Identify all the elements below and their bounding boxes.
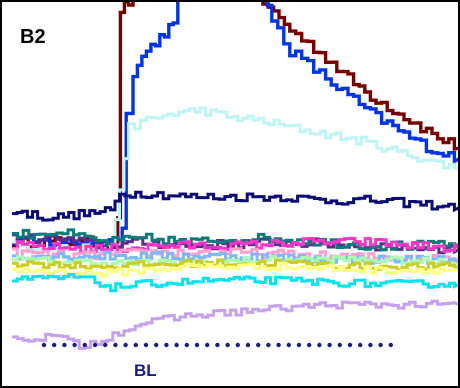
baseline-dot [103,342,108,348]
baseline-dot [388,342,393,348]
series-line-12 [12,261,458,278]
baseline-dot [205,342,210,348]
baseline-dot [215,342,220,348]
baseline-dot [378,342,383,348]
baseline-dot [276,342,281,348]
baseline-dot [307,342,312,348]
baseline-dot [133,342,138,348]
baseline-dot [41,342,47,348]
baseline-dot [52,342,57,348]
baseline-dot [123,342,128,348]
baseline-dot [347,342,353,348]
series-line-11 [12,258,458,272]
baseline-dot [317,342,322,348]
baseline-dot [358,342,363,348]
baseline-dot [225,342,230,348]
baseline-dot [92,342,98,348]
series-line-7 [12,236,458,254]
baseline-dot [113,342,118,348]
baseline-dot [327,342,332,348]
baseline-dot [266,342,271,348]
baseline-dot [337,342,342,348]
baseline-dot [296,342,302,348]
baseline-dot [62,342,67,348]
panel-label: B2 [20,26,46,48]
series-layer [12,2,458,350]
baseline-dot [368,342,373,348]
baseline-label: BL [134,361,157,380]
baseline-dot [245,342,251,348]
baseline-dot [82,342,88,348]
baseline-dot [184,342,189,348]
series-line-10 [12,255,458,269]
baseline-dot [194,342,200,348]
series-line-14 [12,299,458,350]
baseline-dot [235,342,240,348]
series-line-4 [12,190,458,222]
baseline-dot [286,342,291,348]
baseline-dots [41,342,393,348]
baseline-dot [143,342,149,348]
baseline-dot [72,342,77,348]
series-line-13 [12,273,458,293]
baseline-dot [164,342,169,348]
series-line-9 [12,250,458,267]
baseline-dot [154,342,159,348]
baseline-dot [256,342,261,348]
baseline-dot [174,342,179,348]
